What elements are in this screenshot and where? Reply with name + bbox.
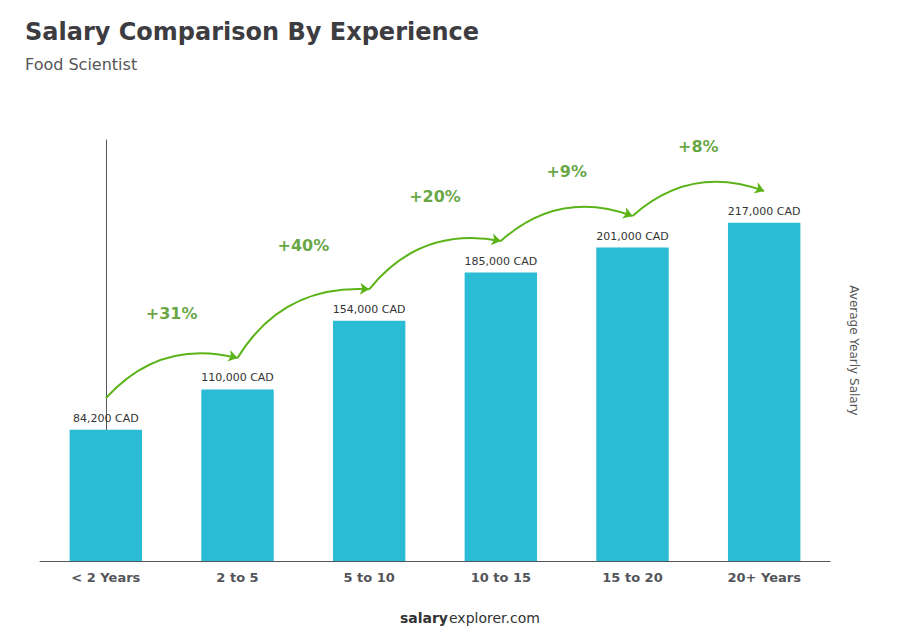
svg-text:15 to 20: 15 to 20 xyxy=(602,570,662,585)
svg-text:salary: salary xyxy=(400,610,448,626)
svg-text:185,000 CAD: 185,000 CAD xyxy=(464,255,537,268)
svg-text:217,000 CAD: 217,000 CAD xyxy=(728,205,801,218)
svg-text:201,000 CAD: 201,000 CAD xyxy=(596,230,669,243)
svg-text:explorer.com: explorer.com xyxy=(449,610,540,626)
svg-text:2 to 5: 2 to 5 xyxy=(216,570,258,585)
svg-text:< 2 Years: < 2 Years xyxy=(71,570,140,585)
svg-text:110,000 CAD: 110,000 CAD xyxy=(201,371,274,384)
svg-text:154,000 CAD: 154,000 CAD xyxy=(333,303,406,316)
svg-text:84,200 CAD: 84,200 CAD xyxy=(73,412,139,425)
svg-text:+20%: +20% xyxy=(409,187,461,206)
svg-text:+40%: +40% xyxy=(277,236,329,255)
svg-text:+31%: +31% xyxy=(146,304,198,323)
svg-text:Average Yearly Salary: Average Yearly Salary xyxy=(847,285,861,415)
svg-text:Food Scientist: Food Scientist xyxy=(25,55,137,74)
svg-text:Salary Comparison By Experienc: Salary Comparison By Experience xyxy=(25,18,479,46)
svg-text:5 to 10: 5 to 10 xyxy=(343,570,394,585)
svg-text:10 to 15: 10 to 15 xyxy=(471,570,531,585)
svg-text:+9%: +9% xyxy=(546,162,587,181)
svg-text:20+ Years: 20+ Years xyxy=(727,570,801,585)
svg-text:+8%: +8% xyxy=(678,137,719,156)
